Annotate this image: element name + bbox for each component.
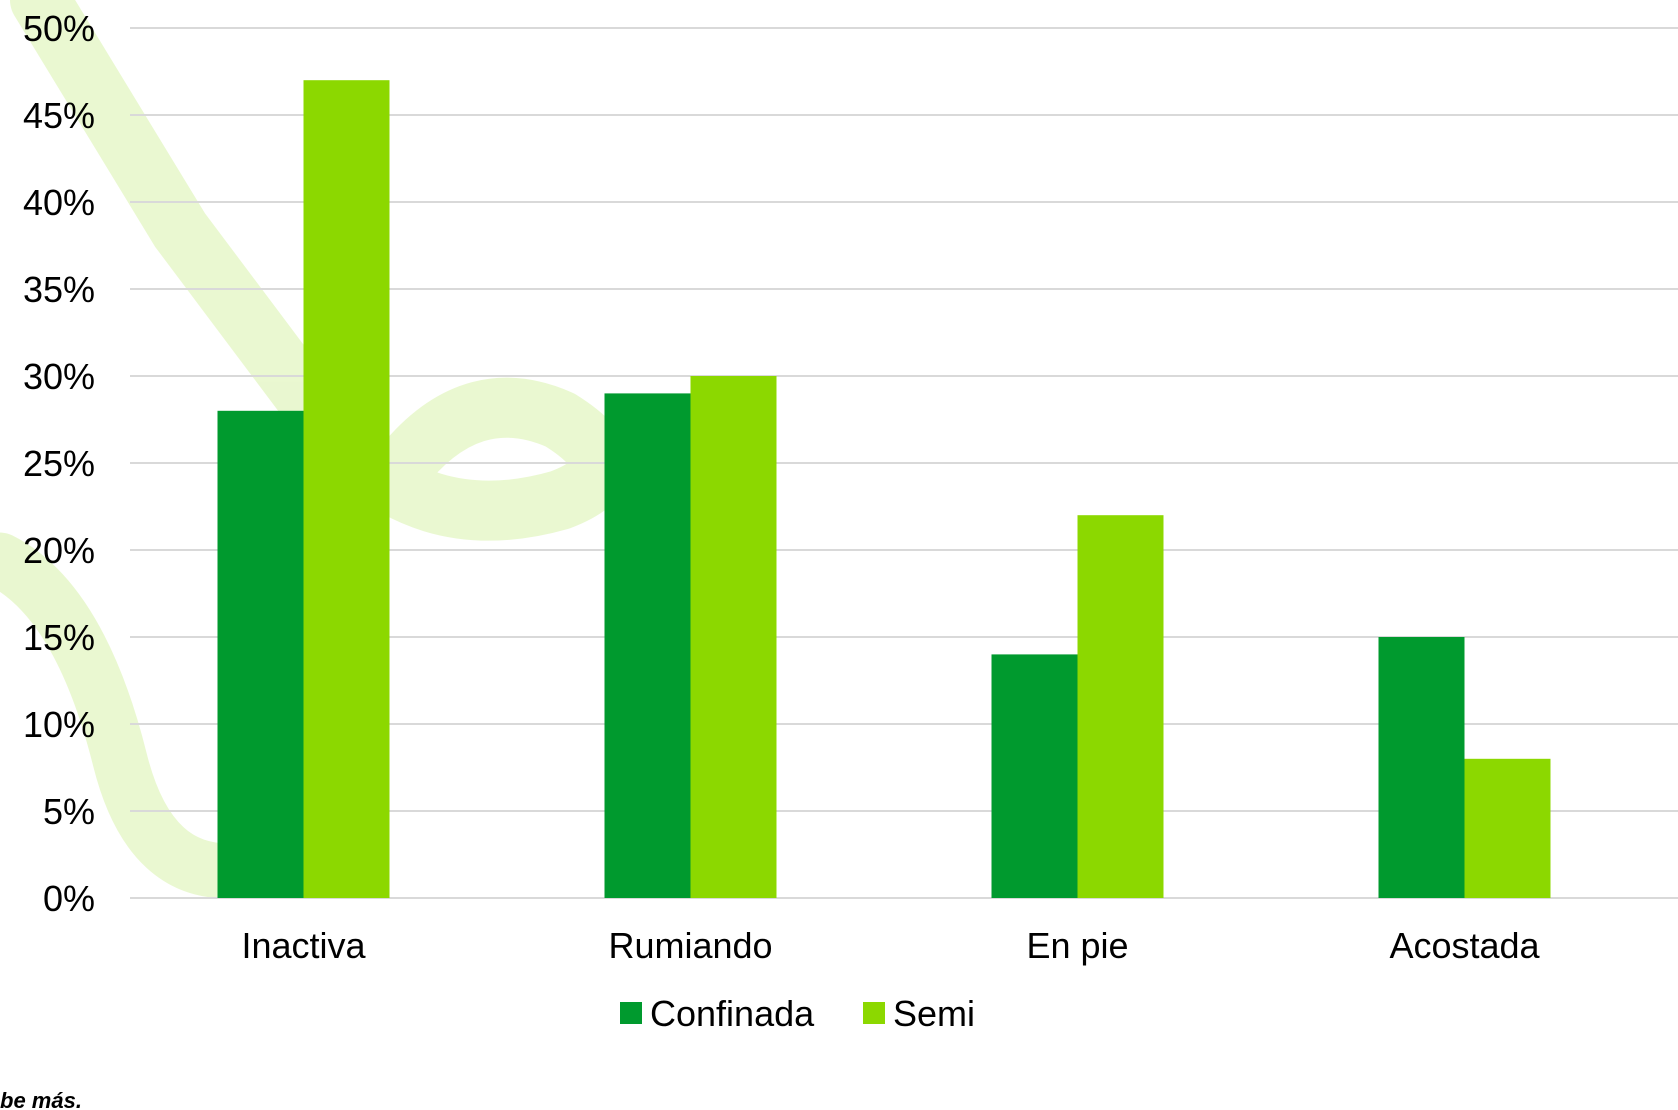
y-tick-label: 10%	[23, 704, 95, 745]
y-tick-label: 5%	[43, 791, 95, 832]
x-category-label: Acostada	[1389, 925, 1540, 966]
legend[interactable]: Confinada Semi	[620, 993, 975, 1034]
x-axis-category-labels: Inactiva Rumiando En pie Acostada	[241, 925, 1540, 966]
legend-item-confinada[interactable]: Confinada	[620, 993, 815, 1034]
bar-semi-acostada	[1464, 758, 1551, 898]
y-tick-label: 15%	[23, 617, 95, 658]
x-category-label: En pie	[1026, 925, 1128, 966]
bars	[217, 80, 1551, 898]
bar-semi-inactiva	[303, 80, 390, 898]
bar-semi-rumiando	[690, 376, 777, 898]
bar-confinada-acostada	[1378, 637, 1465, 898]
legend-swatch	[620, 1002, 642, 1024]
y-tick-label: 0%	[43, 878, 95, 919]
y-axis-tick-labels: 0% 5% 10% 15% 20% 25% 30% 35% 40% 45% 50%	[23, 8, 95, 919]
bar-confinada-inactiva	[217, 410, 304, 898]
y-tick-label: 40%	[23, 182, 95, 223]
legend-swatch	[863, 1002, 885, 1024]
legend-item-semi[interactable]: Semi	[863, 993, 975, 1034]
x-category-label: Rumiando	[608, 925, 772, 966]
legend-label: Semi	[893, 993, 975, 1034]
background-logo-watermark	[0, 0, 630, 899]
y-tick-label: 35%	[23, 269, 95, 310]
bar-confinada-rumiando	[604, 393, 691, 898]
y-tick-label: 30%	[23, 356, 95, 397]
y-tick-label: 20%	[23, 530, 95, 571]
y-tick-label: 25%	[23, 443, 95, 484]
y-tick-label: 45%	[23, 95, 95, 136]
bar-semi-en-pie	[1077, 515, 1164, 898]
legend-label: Confinada	[650, 993, 815, 1034]
x-category-label: Inactiva	[241, 925, 366, 966]
watermark-text: be más.	[0, 1088, 82, 1110]
bar-confinada-en-pie	[991, 654, 1078, 898]
y-tick-label: 50%	[23, 8, 95, 49]
